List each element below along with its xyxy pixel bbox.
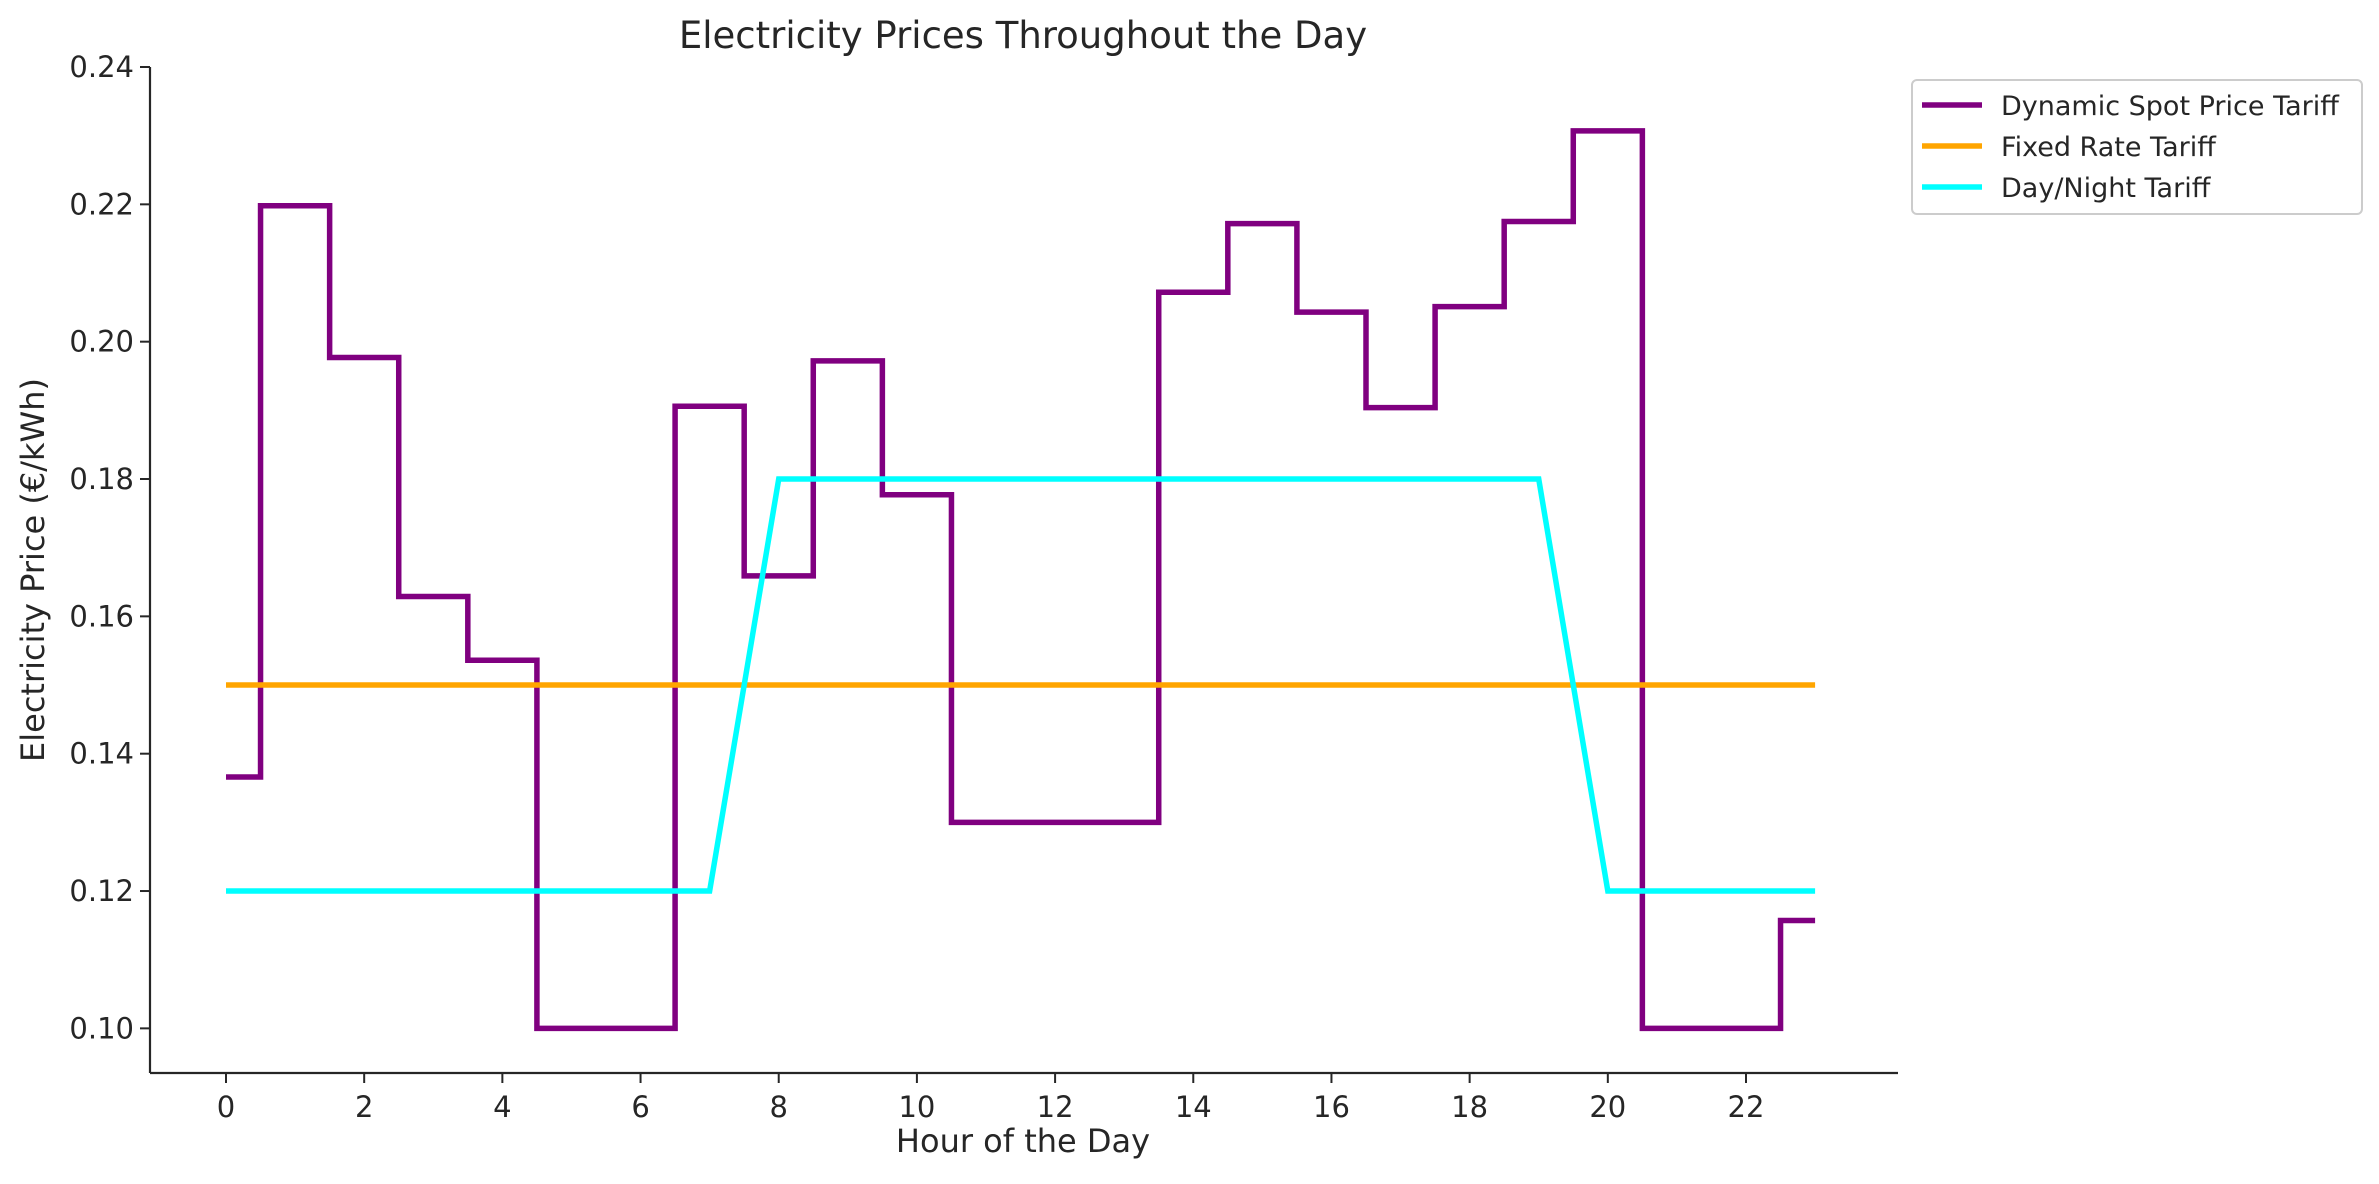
x-tick-label: 14 [1175,1090,1212,1124]
y-tick-label: 0.18 [69,462,134,496]
chart-title: Electricity Prices Throughout the Day [679,14,1367,57]
y-tick-label: 0.12 [69,874,134,908]
x-tick-label: 10 [898,1090,935,1124]
x-ticks: 0 2 4 6 8 10 12 14 16 18 20 22 [217,1073,1765,1124]
legend-items: Dynamic Spot Price Tariff Fixed Rate Tari… [1922,91,2340,204]
x-tick-label: 16 [1313,1090,1350,1124]
y-tick-label: 0.14 [69,737,134,771]
series-layer [226,128,1816,1032]
legend-label: Dynamic Spot Price Tariff [2001,91,2340,122]
x-tick-label: 4 [493,1090,511,1124]
y-axis-label: Electricity Price (€/kWh) [14,378,52,762]
x-axis-label: Hour of the Day [896,1122,1150,1160]
y-ticks: 0.10 0.12 0.14 0.16 0.18 0.20 0.22 0.24 [69,50,150,1045]
legend: Dynamic Spot Price Tariff Fixed Rate Tari… [1911,79,2363,215]
x-tick-label: 0 [217,1090,235,1124]
x-tick-label: 8 [770,1090,788,1124]
y-tick-label: 0.20 [69,325,134,359]
legend-label: Day/Night Tariff [2001,173,2212,204]
x-tick-label: 6 [631,1090,649,1124]
legend-frame [1911,79,2363,215]
x-tick-label: 20 [1589,1090,1626,1124]
x-tick-label: 22 [1728,1090,1765,1124]
y-tick-label: 0.16 [69,599,134,633]
legend-label: Fixed Rate Tariff [2001,132,2217,163]
series-line-0 [226,128,1816,1032]
series-line-2 [226,476,1816,894]
y-tick-label: 0.22 [69,187,134,221]
x-tick-label: 2 [355,1090,373,1124]
y-tick-label: 0.10 [69,1011,134,1045]
x-tick-label: 18 [1451,1090,1488,1124]
x-tick-label: 12 [1037,1090,1074,1124]
y-tick-label: 0.24 [69,50,134,84]
